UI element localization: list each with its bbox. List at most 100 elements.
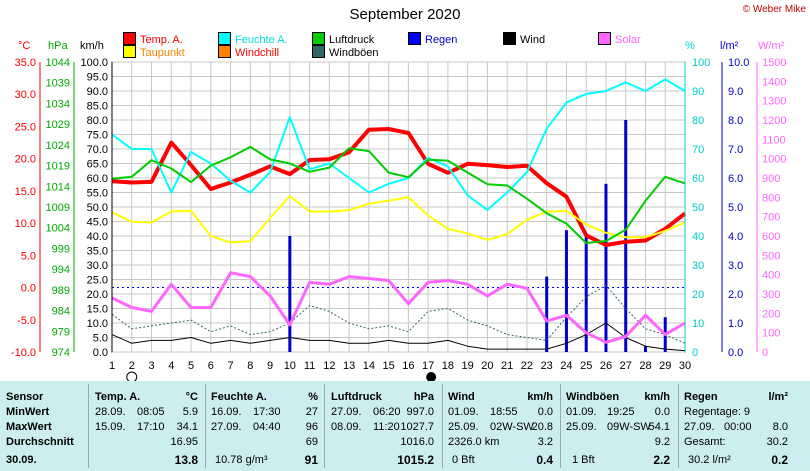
stats-wind-min-date: 01.09.: [448, 406, 479, 418]
rain-bar: [288, 236, 292, 352]
legend-solar: Solar: [598, 32, 641, 46]
stats-pressure-current: 1015.2: [397, 453, 434, 467]
stats-pressure-max-time: 11:20: [373, 421, 400, 433]
stats-pressure-min-val: 997.0: [406, 406, 434, 418]
stats-humidity-max-val: 96: [305, 421, 318, 433]
tick-label-day: 8: [247, 360, 253, 372]
stats-separator: [205, 384, 206, 468]
stats-separator: [88, 384, 89, 468]
stats-gust-max-date: 25.09.: [566, 421, 597, 433]
stats-temp-min-time: 08:05: [137, 406, 165, 418]
tick-label-day: 14: [363, 360, 375, 372]
stats-temp-unit: °C: [185, 391, 198, 403]
tick-label-solar: 0: [762, 347, 768, 359]
tick-label-humidity: 60: [692, 173, 704, 185]
stats-gust-header: Windböen: [566, 391, 620, 403]
stats-humidity-current: 91: [304, 453, 318, 467]
tick-label-solar: 500: [762, 250, 780, 262]
rain-bar: [564, 230, 568, 352]
tick-label-humidity: 10: [692, 318, 704, 330]
tick-label-temp: 5.0: [21, 250, 36, 262]
stats-gust-unit: km/h: [644, 391, 670, 403]
legend-temp: Temp. A.: [123, 32, 183, 46]
axis-unit-temp: °C: [18, 40, 31, 52]
tick-label-solar: 1000: [762, 154, 786, 166]
stats-separator: [560, 384, 561, 468]
tick-label-solar: 1400: [762, 76, 786, 88]
tick-label-wind: 20.0: [87, 289, 108, 301]
stats-rain-total-label: Gesamt:: [684, 436, 726, 448]
new-moon-icon: [126, 371, 138, 381]
tick-label-day: 19: [462, 360, 474, 372]
stats-pressure-max-val: 1027.7: [400, 421, 434, 433]
stats-rain-max-time: 00:00: [724, 421, 752, 433]
tick-label-temp: 15.0: [15, 186, 36, 198]
stats-humidity-min-time: 17:30: [253, 406, 281, 418]
tick-label-temp: 25.0: [15, 121, 36, 133]
tick-label-pressure: 1019: [46, 161, 70, 173]
stats-wind-min-val: 0.0: [537, 406, 553, 418]
tick-label-humidity: 20: [692, 289, 704, 301]
tick-label-wind: 30.0: [87, 260, 108, 272]
tick-label-day: 5: [188, 360, 194, 372]
axis-unit-wind: km/h: [80, 40, 104, 52]
legend-gusts: Windböen: [312, 45, 379, 59]
credit-label: © Weber Mike: [742, 4, 806, 15]
rain-bar: [643, 346, 647, 352]
stats-pressure-min-date: 27.09.: [331, 406, 362, 418]
tick-label-rain: 10.0: [728, 57, 749, 69]
tick-label-day: 4: [168, 360, 174, 372]
legend-windchill: Windchill: [218, 45, 279, 59]
tick-label-rain: 2.0: [728, 289, 743, 301]
stats-humidity-abs: 10.78 g/m³: [215, 454, 268, 466]
stats-gust-max-dir: 09W-SW: [607, 421, 651, 433]
stats-row-max: MaxWert: [6, 421, 52, 433]
legend-pressure: Luftdruck: [312, 32, 374, 46]
full-moon-icon: [426, 372, 437, 381]
tick-label-temp: 20.0: [15, 154, 36, 166]
tick-label-day: 12: [323, 360, 335, 372]
series-line-feuchte-a: [111, 78, 686, 211]
tick-label-humidity: 0: [692, 347, 698, 359]
tick-label-rain: 4.0: [728, 231, 743, 243]
tick-label-day: 21: [501, 360, 513, 372]
tick-label-day: 9: [267, 360, 273, 372]
axis-unit-humidity: %: [685, 40, 695, 52]
tick-label-wind: 10.0: [87, 318, 108, 330]
legend-rain: Regen: [408, 32, 457, 46]
tick-label-solar: 300: [762, 289, 780, 301]
tick-label-day: 26: [600, 360, 612, 372]
tick-label-day: 2: [129, 360, 135, 372]
tick-label-solar: 100: [762, 328, 780, 340]
tick-label-wind: 90.0: [87, 86, 108, 98]
stats-wind-current: 0.4: [536, 453, 553, 467]
tick-label-wind: 95.0: [87, 72, 108, 84]
stats-humidity-header: Feuchte A.: [211, 391, 267, 403]
tick-label-day: 22: [521, 360, 533, 372]
tick-label-solar: 200: [762, 308, 780, 320]
tick-label-day: 18: [442, 360, 454, 372]
rain-bar: [624, 120, 628, 352]
series-line-luftdruck: [111, 145, 686, 244]
tick-label-wind: 5.0: [93, 333, 108, 345]
stats-rain-days: Regentage: 9: [684, 406, 751, 418]
stats-pressure-avg: 1016.0: [400, 436, 434, 448]
stats-temp-min-date: 28.09.: [95, 406, 126, 418]
tick-label-day: 23: [541, 360, 553, 372]
tick-label-day: 6: [208, 360, 214, 372]
tick-label-solar: 1500: [762, 57, 786, 69]
tick-label-wind: 55.0: [87, 188, 108, 200]
stats-wind-unit: km/h: [527, 391, 553, 403]
axis-unit-solar: W/m²: [758, 40, 785, 52]
stats-wind-distance: 2326.0 km: [448, 436, 500, 448]
tick-label-wind: 100.0: [80, 57, 108, 69]
stats-gust-avg: 9.2: [654, 436, 670, 448]
tick-label-day: 13: [343, 360, 355, 372]
stats-humidity-min-date: 16.09.: [211, 406, 242, 418]
series-line-taupunkt: [111, 195, 686, 244]
tick-label-wind: 60.0: [87, 173, 108, 185]
tick-label-temp: -5.0: [17, 315, 36, 327]
stats-separator: [442, 384, 443, 468]
tick-label-rain: 0.0: [728, 347, 743, 359]
tick-label-wind: 0.0: [93, 347, 108, 359]
